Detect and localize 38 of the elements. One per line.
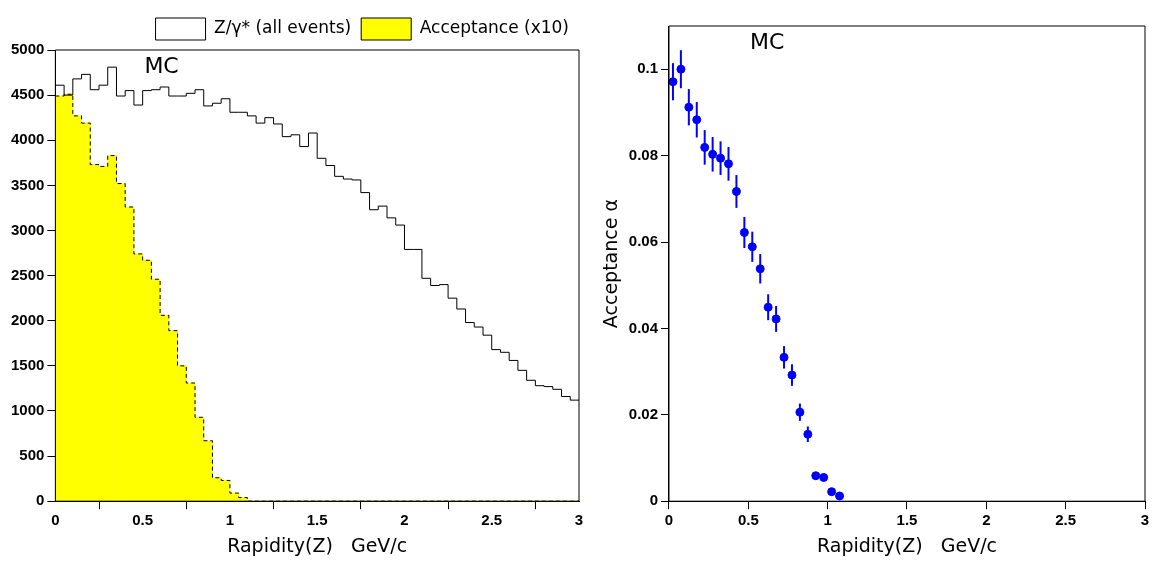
y-tick-label: 0.1 [637,59,658,77]
x-tick-label: 1 [823,511,832,529]
y-tick-label: 2500 [10,265,45,283]
y-tick-label: 0.04 [628,318,659,336]
x-tick-label: 0.5 [737,511,759,529]
y-tick-label: 0 [36,491,45,509]
x-tick-label: 2 [400,511,409,529]
x-tick-label: 1.5 [896,511,918,529]
x-tick-label: 3 [574,511,584,529]
x-tick-label: 2.5 [481,511,503,529]
y-tick-label: 0.08 [628,145,658,163]
y-tick-label: 0 [649,491,658,509]
y-tick-label: 3500 [10,175,45,193]
y-tick-label: 0.06 [628,232,658,250]
y-tick-label: 500 [19,446,45,464]
x-tick-label: 0 [664,511,674,529]
legend-label: Z/γ* (all events) [214,17,352,38]
y-tick-label: 1000 [10,401,45,419]
x-tick-label: 0.5 [132,511,154,529]
x-axis-title: Rapidity(Z) GeV/c [816,533,998,556]
y-tick-label: 2000 [10,310,45,328]
x-tick-label: 1.5 [306,511,328,529]
legend-label: Acceptance (x10) [419,17,570,38]
y-tick-label: 3000 [10,220,45,238]
x-tick-label: 2 [982,511,991,529]
annotation: MC [144,52,179,78]
y-tick-label: 4000 [10,130,45,148]
annotation: MC [749,28,785,54]
x-axis-title: Rapidity(Z) GeV/c [227,533,408,556]
y-tick-label: 1500 [10,355,45,373]
x-tick-label: 2.5 [1055,511,1077,529]
x-tick-label: 0 [51,511,60,529]
x-tick-label: 3 [1140,511,1150,529]
y-tick-label: 0.02 [628,404,658,422]
y-tick-label: 4500 [10,85,45,103]
x-tick-label: 1 [225,511,235,529]
y-axis-title: Acceptance α [599,199,622,329]
y-tick-label: 5000 [10,40,45,58]
